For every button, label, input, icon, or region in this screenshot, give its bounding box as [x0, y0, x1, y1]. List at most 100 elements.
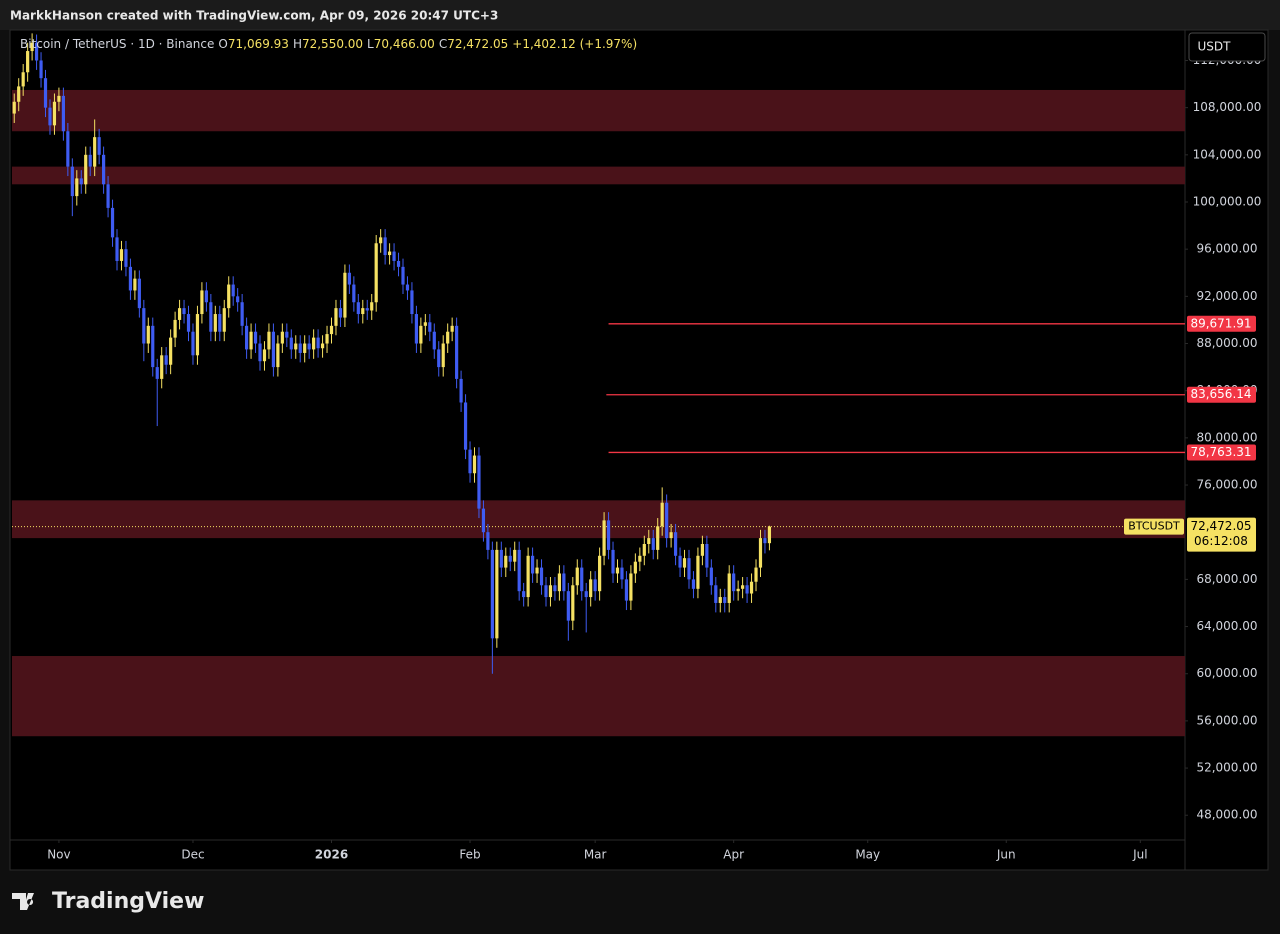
candle-body [128, 266, 133, 291]
candle-body [589, 579, 593, 598]
ohlc-value: 71,069.93 [227, 37, 289, 51]
candle-body [504, 555, 508, 568]
candle-body [209, 302, 213, 332]
candle-body [580, 567, 584, 592]
candle-body [396, 260, 401, 267]
price-label: 72,472.05 [1190, 519, 1251, 533]
candle-body [325, 334, 329, 344]
candle-body [687, 558, 691, 580]
candle-body [66, 131, 70, 167]
candle-body [557, 573, 561, 592]
currency-button[interactable] [1188, 32, 1266, 62]
candle-body [767, 526, 772, 544]
ohlc-label: L [367, 37, 374, 51]
attribution: MarkkHanson created with TradingView.com… [10, 9, 498, 23]
candle-body [535, 567, 539, 574]
x-tick-label: Feb [459, 848, 480, 862]
candle-body [732, 573, 736, 592]
candle-body [651, 538, 655, 550]
candle-body [446, 331, 450, 344]
candle-body [526, 555, 530, 598]
change: +1,402.12 (+1.97%) [512, 37, 638, 51]
candle-body [26, 51, 30, 73]
candle-body [352, 284, 356, 303]
y-tick-label: 100,000.00 [1193, 194, 1262, 208]
candle-body [593, 579, 597, 592]
candle-body [615, 567, 620, 574]
y-tick-label: 60,000.00 [1196, 666, 1257, 680]
x-tick-label: Jun [996, 848, 1016, 862]
ohlc-value: 72,550.00 [301, 37, 364, 51]
logo-mark [12, 893, 34, 910]
candle-body [705, 543, 709, 568]
symbol: Bitcoin / TetherUS · 1D · Binance [20, 37, 215, 51]
candle-body [530, 555, 535, 574]
candle-body [329, 325, 334, 335]
candle-body [253, 331, 258, 344]
candle-body [240, 302, 244, 326]
candle-body [490, 549, 494, 639]
candle-body [736, 588, 740, 592]
candle-body [227, 284, 231, 309]
candle-body [213, 314, 217, 332]
candle-body [182, 308, 186, 315]
candle-body [320, 343, 325, 349]
level-label-box [1187, 315, 1256, 332]
candle-body [30, 42, 34, 52]
candle-body [508, 555, 512, 562]
candle-body [441, 343, 445, 368]
candle-body [553, 585, 557, 592]
candle-body [195, 314, 200, 356]
candle-body [334, 308, 338, 326]
candle-body [218, 314, 222, 332]
candle-body [21, 72, 25, 87]
candle-body [262, 349, 267, 362]
candle-body [718, 597, 722, 603]
candle-body [236, 296, 240, 303]
candle-body [383, 237, 387, 256]
candle-body [414, 314, 419, 344]
candle-body [656, 526, 660, 550]
candle-body [169, 337, 173, 365]
candle-body [39, 60, 43, 79]
candle-body [629, 573, 633, 601]
candle-body [571, 585, 575, 621]
candle-body [267, 331, 271, 350]
candle-body [602, 520, 606, 556]
candle-body [338, 308, 343, 318]
candle-body [271, 331, 276, 368]
candle-body [642, 543, 646, 556]
candle-body [370, 302, 374, 311]
candle-body [606, 520, 611, 550]
candle-body [539, 567, 544, 586]
candle-body [598, 555, 602, 592]
y-tick-label: 108,000.00 [1193, 100, 1262, 114]
candle-body [432, 331, 436, 350]
ohlc-label: C [438, 37, 448, 51]
ohlc-item: O71,069.93 [218, 37, 289, 51]
candle-body [455, 325, 459, 379]
ohlc-value: 72,472.05 [447, 37, 509, 51]
y-tick-label: 76,000.00 [1196, 478, 1257, 492]
candle-body [749, 581, 754, 594]
candle-body [495, 549, 499, 639]
level-label: 89,671.91 [1190, 316, 1251, 330]
candle-body [361, 308, 365, 315]
ohlc-value: 70,466.00 [373, 37, 435, 51]
price-label-box [1187, 517, 1256, 552]
candle-body [682, 558, 687, 568]
candle-body [468, 449, 472, 474]
currency: USDT [1198, 40, 1232, 54]
ohlc-item: L70,466.00 [367, 37, 435, 51]
zone [12, 89, 1185, 132]
candle-body [75, 178, 79, 197]
candle-body [61, 95, 65, 132]
ohlc-item: H72,550.00 [293, 37, 363, 51]
candle-body [79, 178, 83, 185]
candle-body [280, 331, 284, 344]
candle-body [611, 549, 615, 574]
candle-body [700, 543, 704, 556]
candle-body [584, 591, 588, 598]
